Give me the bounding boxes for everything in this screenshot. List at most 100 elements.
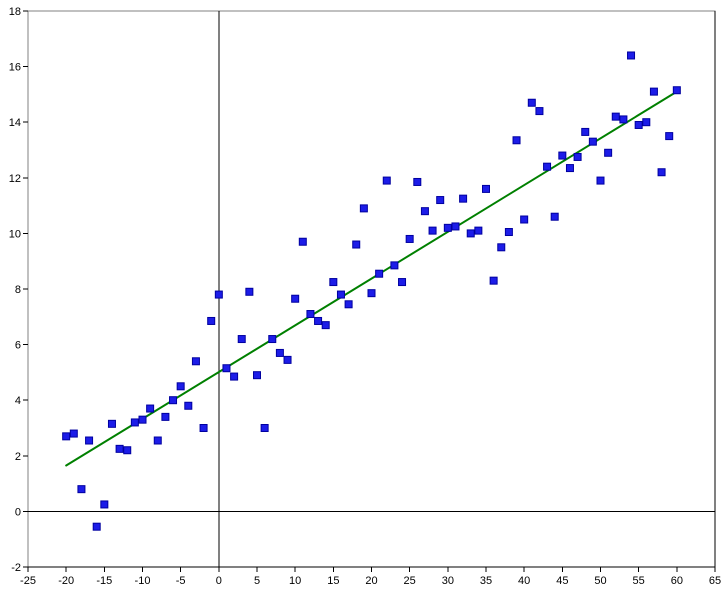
x-tick-label: -15	[96, 575, 112, 587]
data-point-marker	[451, 222, 460, 231]
data-point-marker	[565, 164, 574, 173]
x-tick-label: -5	[176, 575, 186, 587]
data-point-marker	[169, 396, 178, 405]
data-point-marker	[291, 294, 300, 303]
data-point-marker	[642, 118, 651, 127]
data-point-marker	[527, 98, 536, 107]
data-point-marker	[230, 372, 239, 381]
data-point-marker	[161, 412, 170, 421]
data-point-marker	[214, 290, 223, 299]
data-point-marker	[459, 194, 468, 203]
data-points	[62, 51, 681, 531]
data-point-marker	[62, 432, 71, 441]
data-point-marker	[199, 424, 208, 432]
data-point-marker	[85, 436, 94, 445]
x-tick-label: -10	[135, 575, 151, 587]
data-point-marker	[268, 335, 277, 344]
x-tick-label: 0	[216, 575, 222, 587]
x-tick-label: -20	[58, 575, 74, 587]
data-point-marker	[520, 215, 529, 224]
data-point-marker	[314, 316, 323, 325]
data-point-marker	[329, 278, 338, 287]
y-tick-label: 16	[9, 62, 21, 74]
data-point-marker	[489, 276, 498, 285]
data-point-marker	[573, 152, 582, 161]
data-point-marker	[222, 364, 231, 373]
data-point-marker	[100, 500, 109, 509]
data-point-marker	[588, 137, 597, 146]
data-point-marker	[550, 212, 559, 221]
x-tick-label: 55	[633, 575, 645, 587]
data-point-marker	[367, 289, 376, 298]
y-tick-label: 0	[15, 506, 21, 518]
data-point-marker	[237, 335, 246, 344]
x-tick-label: 35	[480, 575, 492, 587]
data-point-marker	[123, 446, 132, 455]
data-point-marker	[77, 485, 86, 494]
data-point-marker	[336, 290, 345, 299]
y-tick-label: 8	[15, 284, 21, 296]
y-tick-label: 4	[15, 395, 21, 407]
y-tick-label: 14	[9, 117, 21, 129]
y-tick-label: -2	[11, 562, 21, 574]
data-point-marker	[344, 300, 353, 309]
data-point-marker	[413, 177, 422, 186]
data-point-marker	[535, 107, 544, 116]
data-point-marker	[665, 132, 674, 141]
y-tick-label: 12	[9, 173, 21, 185]
data-point-marker	[115, 444, 124, 453]
data-point-marker	[359, 204, 368, 213]
x-tick-label: 30	[442, 575, 454, 587]
data-point-marker	[146, 404, 155, 413]
data-point-marker	[275, 348, 284, 357]
data-point-marker	[558, 151, 567, 160]
data-point-marker	[260, 424, 269, 432]
data-point-marker	[512, 136, 521, 145]
data-point-marker	[138, 415, 147, 424]
data-point-marker	[92, 522, 101, 531]
x-tick-label: 10	[289, 575, 301, 587]
data-point-marker	[581, 127, 590, 136]
data-point-marker	[130, 418, 139, 427]
data-point-marker	[443, 223, 452, 232]
data-point-marker	[657, 168, 666, 177]
x-tick-label: 60	[671, 575, 683, 587]
data-point-marker	[107, 419, 116, 428]
data-point-marker	[245, 287, 254, 296]
data-point-marker	[611, 112, 620, 121]
data-point-marker	[390, 261, 399, 270]
x-tick-label: 50	[594, 575, 606, 587]
y-tick-label: 18	[9, 6, 21, 18]
data-point-marker	[375, 269, 384, 278]
data-point-marker	[153, 436, 162, 445]
data-point-marker	[428, 226, 437, 235]
data-point-marker	[627, 51, 636, 60]
data-point-marker	[436, 196, 445, 205]
data-point-marker	[184, 401, 193, 410]
data-point-marker	[352, 240, 361, 249]
data-point-marker	[191, 357, 200, 366]
x-tick-label: 5	[254, 575, 260, 587]
data-point-marker	[283, 355, 292, 364]
data-point-marker	[604, 148, 613, 157]
x-tick-label: 15	[327, 575, 339, 587]
data-point-marker	[405, 234, 414, 243]
data-point-marker	[398, 278, 407, 287]
data-point-marker	[321, 321, 330, 330]
x-tick-label: 20	[365, 575, 377, 587]
x-tick-label: 25	[404, 575, 416, 587]
data-point-marker	[596, 176, 605, 185]
y-tick-label: 2	[15, 451, 21, 463]
x-tick-label: 65	[709, 575, 721, 587]
y-tick-label: 6	[15, 340, 21, 352]
data-point-marker	[672, 86, 681, 95]
data-point-marker	[298, 237, 307, 246]
data-point-marker	[649, 87, 658, 96]
data-point-marker	[619, 115, 628, 124]
y-tick-label: 10	[9, 228, 21, 240]
data-point-marker	[420, 207, 429, 216]
data-point-marker	[497, 243, 506, 252]
